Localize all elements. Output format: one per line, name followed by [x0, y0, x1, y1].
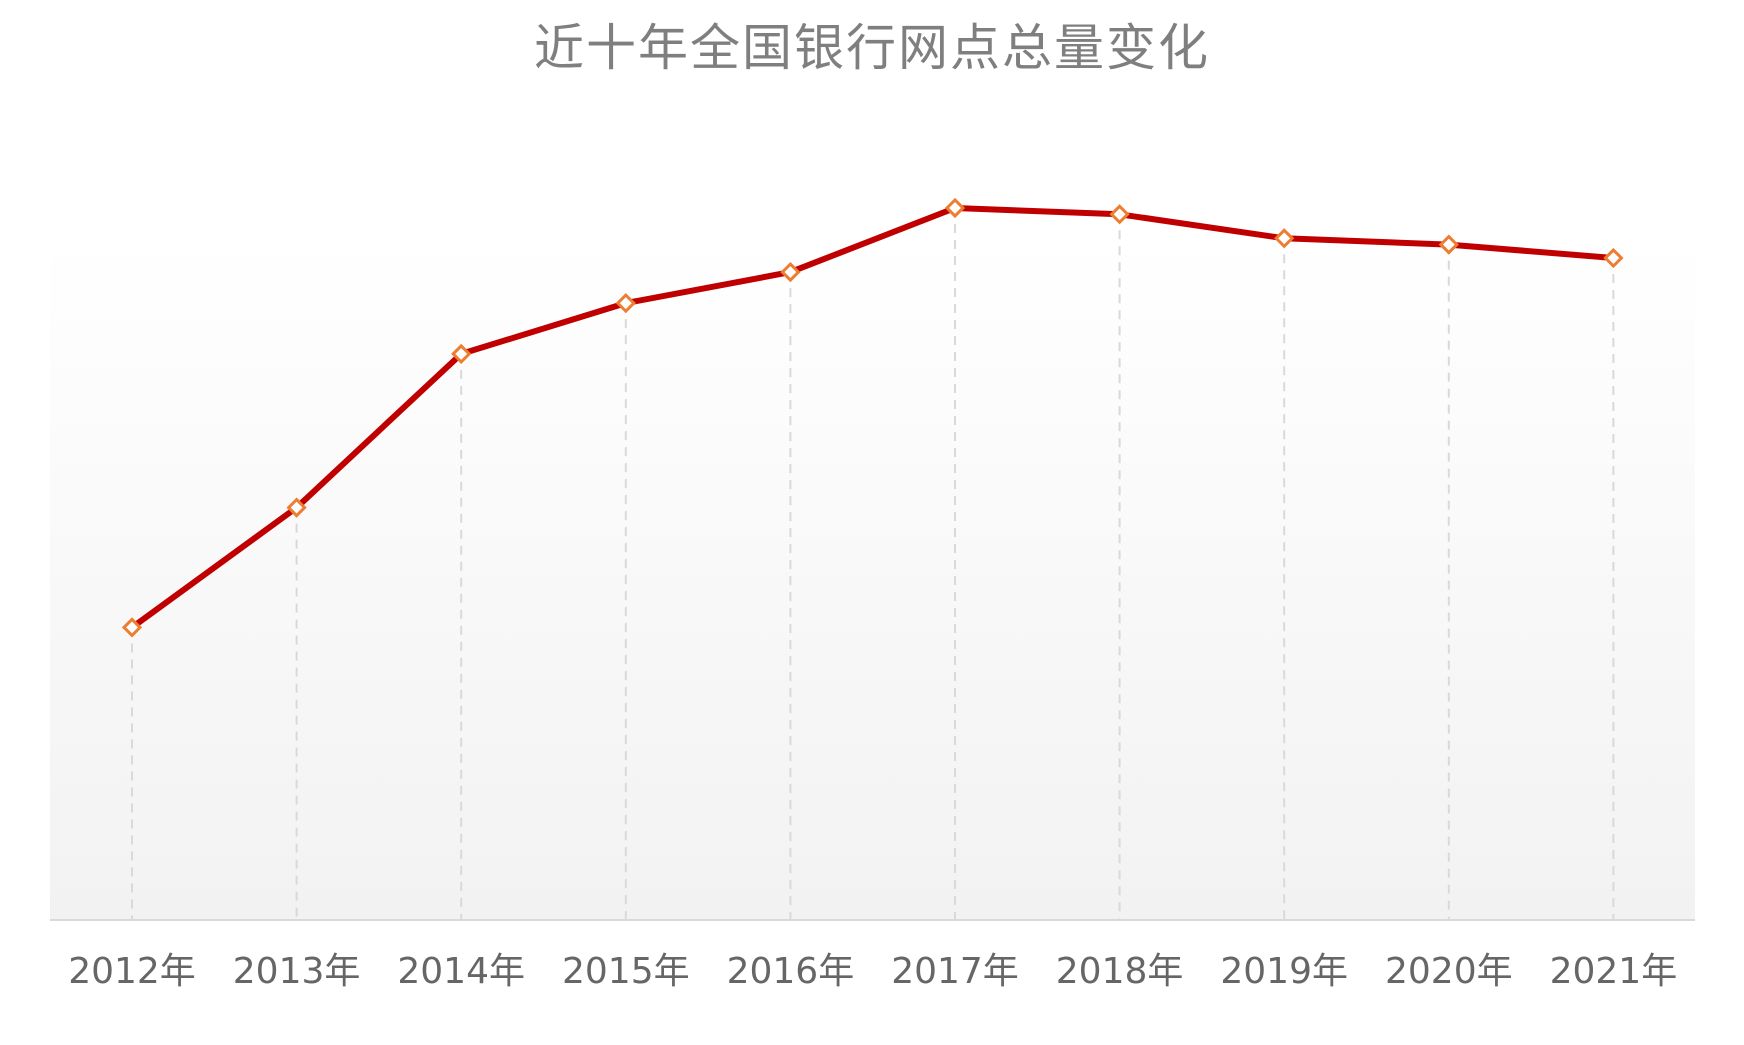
x-tick-label: 2012年: [68, 951, 196, 992]
x-tick-label: 2014年: [397, 951, 525, 992]
data-point: [451, 343, 472, 365]
data-point: [1109, 204, 1130, 225]
x-tick-label: 2021年: [1550, 951, 1678, 992]
data-point: [780, 261, 801, 283]
x-tick-label: 2015年: [562, 951, 690, 992]
data-point: [1274, 228, 1295, 249]
data-point: [944, 197, 966, 219]
x-tick-label: 2018年: [1056, 951, 1184, 992]
data-point: [286, 497, 307, 518]
chart-title: 近十年全国银行网点总量变化: [534, 19, 1210, 77]
series-line: [129, 205, 1617, 631]
x-tick-label: 2013年: [233, 951, 361, 992]
data-point: [1438, 234, 1459, 255]
x-tick-label: 2016年: [727, 951, 855, 992]
data-point: [121, 617, 143, 638]
x-tick-label: 2019年: [1220, 951, 1348, 992]
data-point: [615, 293, 636, 314]
plot-area: [50, 235, 1695, 920]
data-point: [1603, 247, 1624, 269]
x-tick-label: 2020年: [1385, 951, 1513, 992]
x-tick-label: 2017年: [891, 951, 1019, 992]
